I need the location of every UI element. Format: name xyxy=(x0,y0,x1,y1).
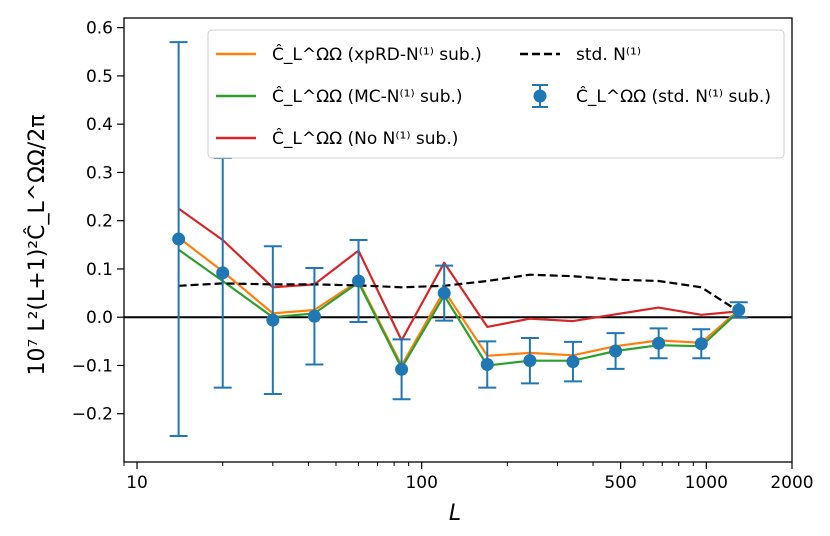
data-point xyxy=(523,354,537,368)
data-point xyxy=(694,337,708,351)
x-tick-label: 2000 xyxy=(770,473,813,493)
y-tick-label: 0.1 xyxy=(86,260,113,280)
axes-frame xyxy=(123,17,793,463)
data-point xyxy=(307,309,321,323)
axes-border xyxy=(123,17,793,463)
data-point xyxy=(437,286,451,300)
x-tick-label: 100 xyxy=(405,473,437,493)
y-tick-label: 0.4 xyxy=(86,115,113,135)
data-point xyxy=(352,274,366,288)
legend: Ĉ_L^ΩΩ (xpRD-N⁽¹⁾ sub.) Ĉ_L^ΩΩ (MC-N⁽¹⁾ s… xyxy=(207,29,785,159)
x-axis-label: L xyxy=(449,501,461,526)
x-tick-label: 1000 xyxy=(685,473,728,493)
y-tick-label: 0.2 xyxy=(86,212,113,232)
data-point xyxy=(266,313,280,327)
x-tick-label: 500 xyxy=(604,473,636,493)
y-tick-label: 0.5 xyxy=(86,67,113,87)
legend-entry-label: Ĉ_L^ΩΩ (std. N⁽¹⁾ sub.) xyxy=(576,85,771,107)
data-point xyxy=(609,344,623,358)
y-tick-label: −0.1 xyxy=(72,356,113,376)
legend-entry-label: std. N⁽¹⁾ xyxy=(576,45,641,65)
series-group xyxy=(177,207,740,369)
y-axis-label: 10⁷ L²(L+1)²Ĉ_L^ΩΩ/2π xyxy=(24,115,50,376)
errorbar-group xyxy=(169,41,748,437)
legend-entry-label: Ĉ_L^ΩΩ (No N⁽¹⁾ sub.) xyxy=(272,127,458,149)
data-point xyxy=(652,336,666,350)
legend-box xyxy=(207,29,785,159)
x-axis: 10 100 500 1000 2000 xyxy=(123,462,814,493)
legend-entry-label: Ĉ_L^ΩΩ (MC-N⁽¹⁾ sub.) xyxy=(272,85,463,107)
legend-entry-label: Ĉ_L^ΩΩ (xpRD-N⁽¹⁾ sub.) xyxy=(272,43,482,65)
x-tick-label: 10 xyxy=(126,473,148,493)
data-point xyxy=(480,358,494,372)
y-tick-label: 0.6 xyxy=(86,19,113,39)
data-point xyxy=(732,303,746,317)
series-line-3 xyxy=(178,273,740,313)
data-point xyxy=(216,266,230,280)
data-point xyxy=(172,232,186,246)
legend-swatch-marker xyxy=(533,89,547,103)
series-line-2 xyxy=(177,207,739,342)
y-tick-label: 0.0 xyxy=(86,308,113,328)
data-point xyxy=(566,355,580,369)
y-axis: −0.2 −0.1 0.0 0.1 0.2 0.3 0.4 0.5 0.6 xyxy=(72,19,124,425)
series-line-0 xyxy=(177,236,740,367)
series-line-1 xyxy=(177,248,740,369)
y-tick-label: 0.3 xyxy=(86,163,113,183)
y-tick-label: −0.2 xyxy=(72,405,113,425)
data-point xyxy=(395,362,409,376)
